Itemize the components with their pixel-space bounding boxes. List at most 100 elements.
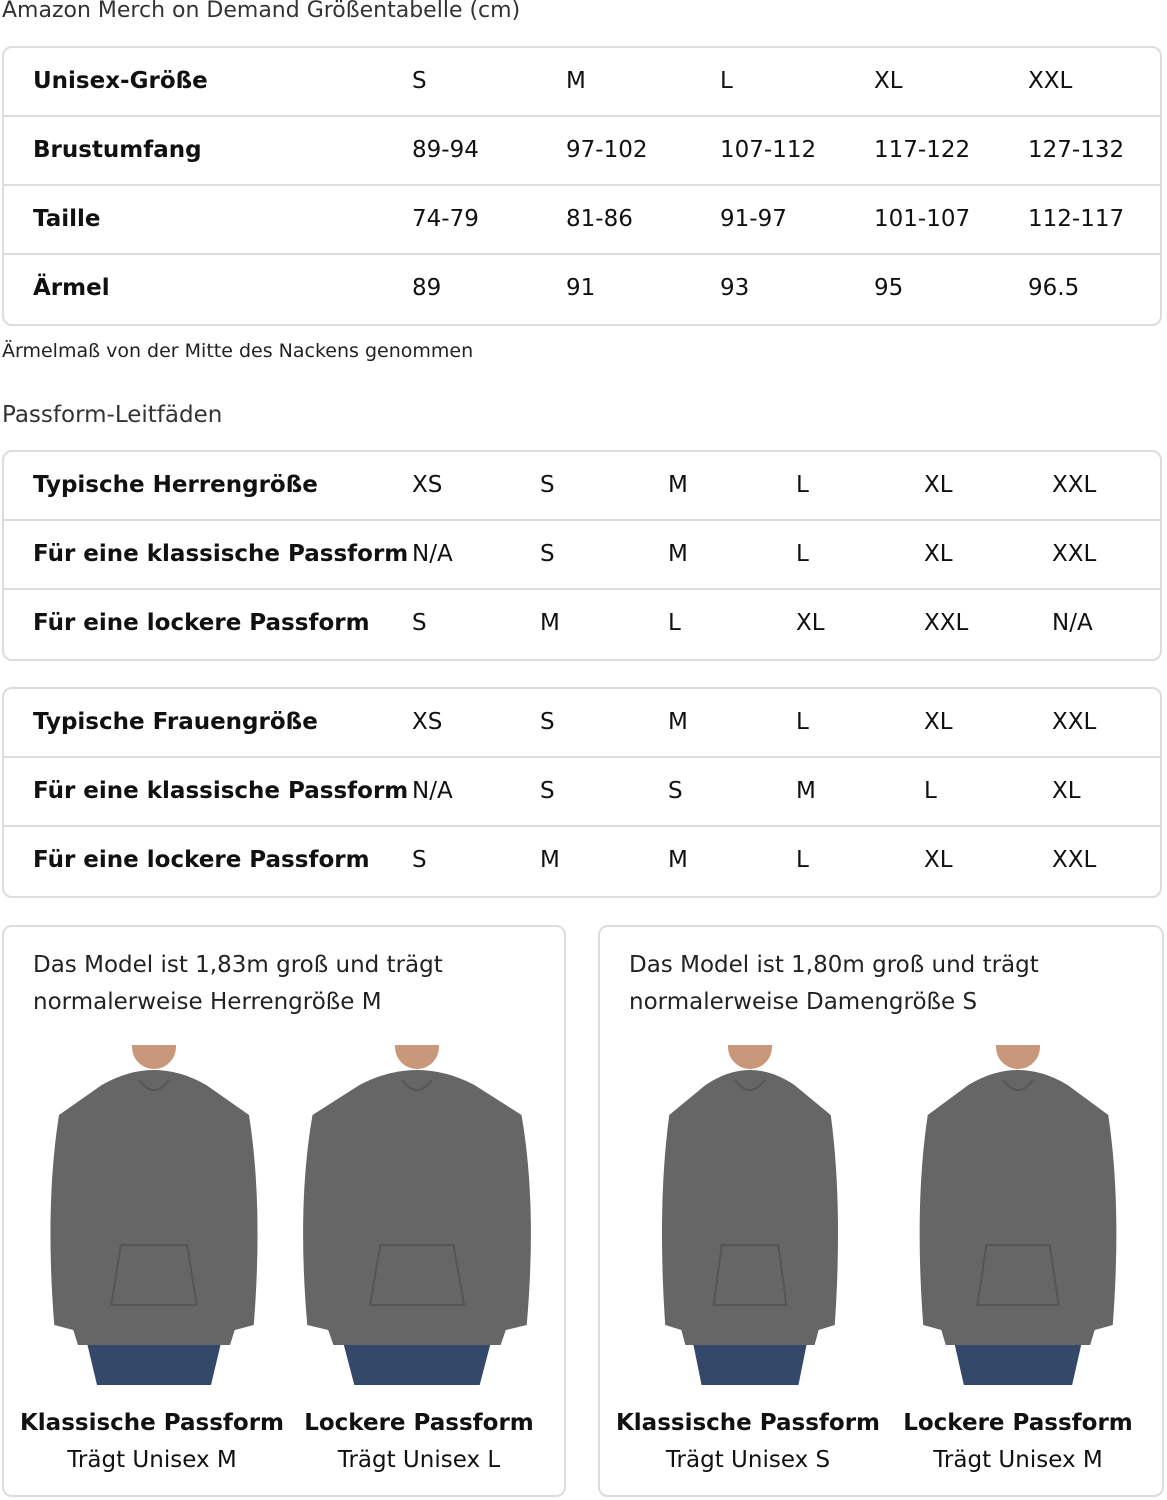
model-caption: Lockere Passform Trägt Unisex M (883, 1405, 1153, 1479)
model-photo-relaxed-fit (919, 1045, 1117, 1385)
table-row: Unisex-Größe S M L XL XXL (4, 48, 1160, 117)
table-cell: 97-102 (566, 137, 648, 163)
table-cell: S (412, 610, 427, 636)
model-caption: Klassische Passform Trägt Unisex M (17, 1405, 287, 1479)
hood-opening (138, 1079, 170, 1091)
table-cell: XS (412, 709, 443, 735)
table-cell: L (924, 778, 937, 804)
face (996, 1045, 1040, 1069)
row-label: Typische Herrengröße (33, 472, 318, 498)
fit-label: Klassische Passform (615, 1410, 881, 1436)
row-label: Taille (33, 206, 101, 232)
table-cell: XL (924, 847, 953, 873)
row-label: Für eine lockere Passform (33, 610, 370, 636)
wears-label: Trägt Unisex M (67, 1447, 237, 1473)
unisex-size-table: Unisex-Größe S M L XL XXL Brustumfang 89-94 97-1… (2, 46, 1162, 326)
pocket (110, 1244, 198, 1306)
table-cell: N/A (412, 541, 453, 567)
table-cell: 112-117 (1028, 206, 1125, 232)
table-cell: XS (412, 472, 443, 498)
table-cell: 89-94 (412, 137, 479, 163)
hood-opening (1002, 1079, 1034, 1091)
face (395, 1045, 439, 1069)
card-text: normalerweise Damengröße S (629, 989, 978, 1015)
table-cell: M (796, 778, 816, 804)
card-text: normalerweise Herrengröße M (33, 989, 382, 1015)
women-model-card: Das Model ist 1,80m groß und trägt normal… (598, 925, 1164, 1497)
table-cell: S (412, 847, 427, 873)
wears-label: Trägt Unisex M (933, 1447, 1103, 1473)
table-cell: XXL (1052, 709, 1097, 735)
table-cell: 107-112 (720, 137, 817, 163)
table-cell: M (540, 847, 560, 873)
table-cell: XL (924, 472, 953, 498)
table-cell: M (668, 709, 688, 735)
model-photo-classic-fit (50, 1045, 258, 1385)
row-label: Für eine klassische Passform (33, 778, 409, 804)
table-cell: 81-86 (566, 206, 633, 232)
sleeve-note: Ärmelmaß von der Mitte des Nackens genom… (2, 340, 474, 362)
model-caption: Lockere Passform Trägt Unisex L (284, 1405, 554, 1479)
jeans (343, 1345, 491, 1385)
table-cell: M (668, 847, 688, 873)
table-cell: S (540, 472, 555, 498)
face (728, 1045, 772, 1069)
table-cell: S (668, 778, 683, 804)
table-cell: L (668, 610, 681, 636)
table-cell: N/A (1052, 610, 1093, 636)
table-cell: M (668, 541, 688, 567)
row-label: Für eine klassische Passform (33, 541, 409, 567)
hood-opening (734, 1079, 766, 1091)
jeans (693, 1345, 807, 1385)
table-cell: XL (1052, 778, 1081, 804)
table-row: Taille 74-79 81-86 91-97 101-107 112-117 (4, 186, 1160, 255)
table-cell: 101-107 (874, 206, 971, 232)
jeans (87, 1345, 221, 1385)
table-cell: XXL (1052, 847, 1097, 873)
jeans (954, 1345, 1082, 1385)
table-cell: N/A (412, 778, 453, 804)
pocket (368, 1244, 466, 1306)
table-cell: 93 (720, 275, 750, 301)
table-row: Ärmel 89 91 93 95 96.5 (4, 255, 1160, 324)
hoodie (661, 1070, 839, 1345)
card-text: Das Model ist 1,83m groß und trägt (33, 952, 443, 978)
table-cell: 96.5 (1028, 275, 1080, 301)
fit-label: Klassische Passform (19, 1410, 285, 1436)
fit-label: Lockere Passform (903, 1410, 1133, 1436)
table-cell: XXL (1052, 472, 1097, 498)
table-cell: M (566, 68, 586, 94)
card-text: Das Model ist 1,80m groß und trägt (629, 952, 1039, 978)
hood-opening (401, 1079, 433, 1091)
table-cell: 91 (566, 275, 596, 301)
table-cell: S (540, 778, 555, 804)
table-cell: XXL (924, 610, 969, 636)
fit-guides-title: Passform-Leitfäden (2, 402, 223, 428)
table-row: Für eine lockere Passform S M M L XL XXL (4, 827, 1160, 896)
pocket (712, 1244, 788, 1306)
table-cell: M (540, 610, 560, 636)
table-cell: 89 (412, 275, 442, 301)
row-label: Brustumfang (33, 137, 202, 163)
row-label: Unisex-Größe (33, 68, 208, 94)
table-cell: XL (796, 610, 825, 636)
table-cell: L (796, 847, 809, 873)
table-row: Für eine klassische Passform N/A S S M L XL (4, 758, 1160, 827)
row-label: Für eine lockere Passform (33, 847, 370, 873)
table-cell: 127-132 (1028, 137, 1125, 163)
table-row: Typische Herrengröße XS S M L XL XXL (4, 452, 1160, 521)
table-cell: L (796, 472, 809, 498)
hoodie (50, 1070, 258, 1345)
table-row: Für eine klassische Passform N/A S M L XL XXL (4, 521, 1160, 590)
table-row: Für eine lockere Passform S M L XL XXL N/A (4, 590, 1160, 659)
wears-label: Trägt Unisex L (337, 1447, 501, 1473)
table-cell: S (540, 709, 555, 735)
hoodie (919, 1070, 1117, 1345)
men-model-card: Das Model ist 1,83m groß und trägt normal… (2, 925, 566, 1497)
table-cell: 95 (874, 275, 904, 301)
table-cell: L (720, 68, 733, 94)
table-cell: 91-97 (720, 206, 787, 232)
table-cell: XL (874, 68, 903, 94)
row-label: Ärmel (33, 275, 110, 301)
table-cell: M (668, 472, 688, 498)
